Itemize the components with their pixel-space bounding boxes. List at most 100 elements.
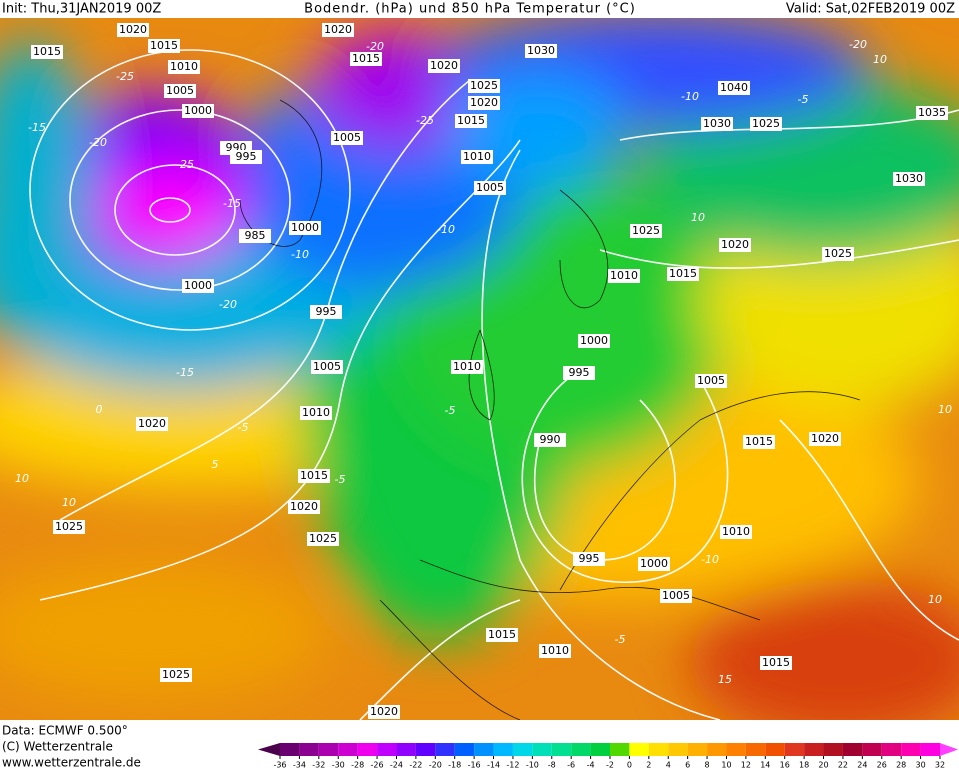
- scale-segment: [745, 743, 766, 756]
- isobar-label-box: [428, 59, 460, 73]
- isobar-label: 985: [245, 229, 266, 242]
- isobar-label-box: [298, 469, 330, 483]
- isobar-label: 995: [569, 366, 590, 379]
- temperature-label: -5: [238, 421, 249, 434]
- isobar-label: 1020: [138, 417, 166, 430]
- isobar-label-box: [322, 23, 354, 37]
- scale-segment: [318, 743, 339, 756]
- temperature-label: -25: [176, 158, 194, 171]
- isobar-label: 1025: [55, 520, 83, 533]
- temperature-label: 10: [938, 403, 952, 416]
- scale-segment: [396, 743, 416, 756]
- isobar-label: 1025: [162, 668, 190, 681]
- data-source: Data: ECMWF 0.500°: [2, 724, 128, 738]
- scale-tick-label: -6: [567, 761, 575, 770]
- temperature-label: -15: [28, 121, 46, 134]
- temperature-label: 5: [212, 458, 219, 471]
- isobar-label: 1005: [476, 181, 504, 194]
- scale-tick-label: -22: [409, 761, 422, 770]
- scale-segment: [415, 743, 436, 756]
- isobar-label-box: [719, 238, 751, 252]
- isobar-label-box: [160, 668, 192, 682]
- isobar-label-box: [31, 45, 63, 59]
- isobar-label-box: [893, 172, 925, 186]
- scale-tick-label: -16: [468, 761, 481, 770]
- isobar-label: 1015: [150, 39, 178, 52]
- isobar-label-box: [660, 589, 692, 603]
- scale-segment: [707, 743, 727, 756]
- temperature-label: 15: [718, 673, 732, 686]
- isobar-label: 1010: [170, 60, 198, 73]
- scale-arrow-right: [940, 743, 958, 756]
- scale-segment: [648, 743, 669, 756]
- isobar-label-box: [760, 656, 792, 670]
- scale-segment: [435, 743, 455, 756]
- temperature-label: 10: [691, 211, 705, 224]
- temperature-label: -10: [291, 248, 309, 261]
- scale-tick-label: 28: [896, 761, 906, 770]
- scale-segment: [610, 743, 630, 756]
- isobar-label: 1000: [184, 104, 212, 117]
- isobar-label-box: [809, 432, 841, 446]
- temperature-label: -20: [89, 136, 107, 149]
- scale-tick-label: 32: [935, 761, 945, 770]
- copyright: (C) Wetterzentrale: [2, 740, 113, 754]
- isobar-label: 1025: [309, 532, 337, 545]
- temperature-label: -5: [445, 404, 456, 417]
- isobar-label-box: [525, 44, 557, 58]
- isobar-label: 1010: [610, 269, 638, 282]
- scale-tick-label: -28: [351, 761, 364, 770]
- isobar-label: 1025: [632, 224, 660, 237]
- header-bar: [0, 0, 959, 18]
- isobar-label: 1015: [300, 469, 328, 482]
- isobar-label-box: [534, 433, 566, 447]
- temperature-label: -25: [116, 70, 134, 83]
- temperature-label: -10: [437, 223, 455, 236]
- isobar-label-box: [461, 150, 493, 164]
- scale-tick-label: 0: [627, 761, 632, 770]
- isobar-label-box: [288, 500, 320, 514]
- isobar-label-box: [573, 552, 605, 566]
- scale-tick-label: 20: [818, 761, 828, 770]
- isobar-label-box: [695, 374, 727, 388]
- scale-segment: [474, 743, 494, 756]
- scale-segment: [454, 743, 475, 756]
- isobar-label-box: [368, 705, 400, 719]
- scale-segment: [377, 743, 397, 756]
- scale-tick-label: -20: [429, 761, 442, 770]
- isobar-label-box: [350, 52, 382, 66]
- isobar-label: 1000: [291, 221, 319, 234]
- scale-tick-label: -24: [390, 761, 403, 770]
- isobar-label-box: [289, 221, 321, 235]
- temperature-label: -10: [681, 90, 699, 103]
- scale-segment: [804, 743, 824, 756]
- isobar-label: 1015: [33, 45, 61, 58]
- scale-tick-label: 4: [666, 761, 671, 770]
- isobar-label-box: [117, 23, 149, 37]
- map-labels: 1020101510151010100510009909959851000100…: [15, 23, 952, 719]
- scale-segment: [920, 743, 940, 756]
- scale-segment: [823, 743, 843, 756]
- scale-segment: [862, 743, 882, 756]
- scale-segment: [881, 743, 902, 756]
- isobar-label: 1035: [918, 106, 946, 119]
- temperature-label: -5: [798, 93, 809, 106]
- isobar-label: 1020: [721, 238, 749, 251]
- isobar-label: 1025: [470, 79, 498, 92]
- scale-segment: [842, 743, 863, 756]
- isobar-label: 1020: [430, 59, 458, 72]
- isobar-label-box: [230, 150, 262, 164]
- isobar-label-box: [239, 229, 271, 243]
- scale-tick-label: 14: [760, 761, 770, 770]
- scale-segment: [901, 743, 921, 756]
- isobar-label: 1025: [824, 247, 852, 260]
- isobar-label: 1010: [463, 150, 491, 163]
- isobar-label: 1005: [313, 360, 341, 373]
- scale-arrow-left: [258, 743, 280, 756]
- scale-tick-label: -36: [273, 761, 286, 770]
- isobar-label: 1010: [302, 406, 330, 419]
- isobar-label: 1030: [527, 44, 555, 57]
- scale-segment: [357, 743, 378, 756]
- scale-tick-label: -2: [606, 761, 614, 770]
- isobar-label-box: [455, 114, 487, 128]
